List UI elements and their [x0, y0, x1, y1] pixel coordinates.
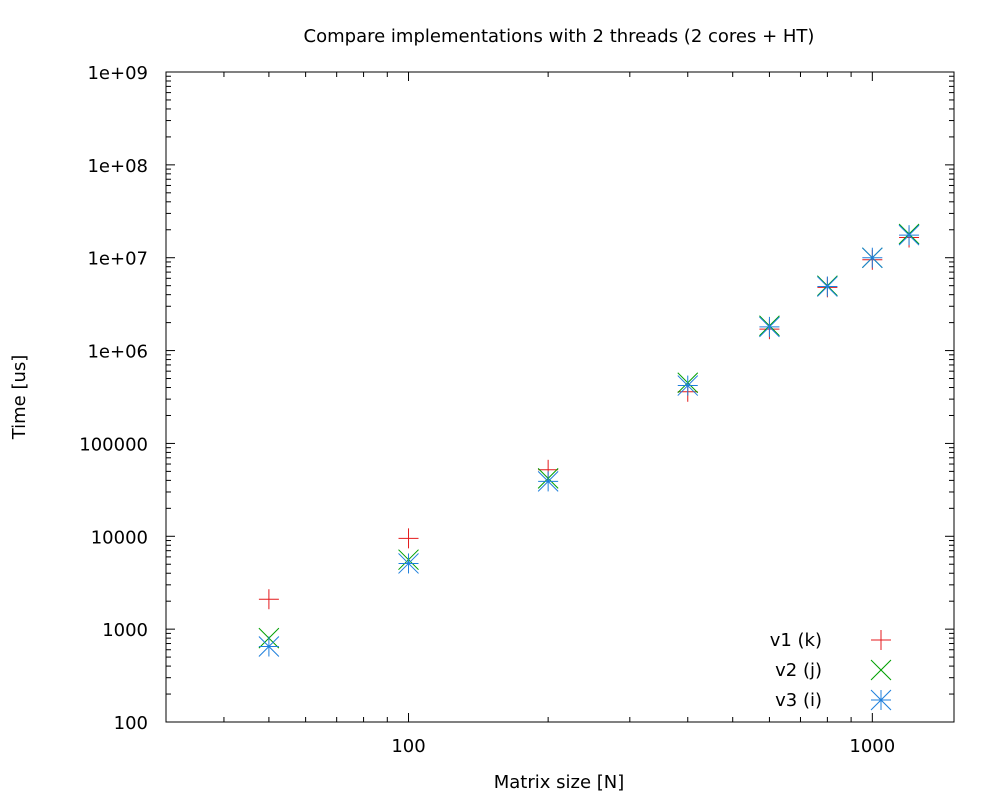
legend-label-series-3: v3 (i) — [775, 690, 822, 711]
legend-label-series-1: v1 (k) — [770, 630, 822, 651]
data-point-series-3 — [817, 276, 838, 297]
data-point-series-3 — [898, 224, 920, 246]
x-tick-label: 1000 — [849, 736, 895, 757]
data-point-series-1 — [398, 528, 419, 549]
legend-label-series-2: v2 (j) — [775, 660, 822, 681]
data-point-series-3 — [258, 636, 280, 657]
x-axis-title: Matrix size [N] — [494, 772, 625, 793]
y-tick-label: 1000 — [102, 620, 148, 641]
y-tick-label: 10000 — [91, 527, 148, 548]
data-point-series-3 — [861, 247, 883, 269]
data-point-series-3 — [537, 471, 559, 492]
y-tick-label: 1e+06 — [87, 342, 148, 363]
legend-marker-series-2 — [870, 659, 892, 681]
y-tick-label: 1e+09 — [87, 63, 148, 84]
chart-title: Compare implementations with 2 threads (… — [304, 26, 815, 47]
legend-marker-series-1 — [871, 630, 891, 650]
plot-area: 100 1000 10000 100000 1e+06 1e+07 1e+08 1e+09 10… — [79, 63, 955, 757]
x-tick-label: 100 — [391, 736, 425, 757]
data-point-series-3 — [677, 375, 699, 396]
y-tick-label: 100 — [114, 713, 148, 734]
y-tick-label: 1e+07 — [87, 249, 148, 270]
plot-frame — [165, 71, 955, 723]
y-tick-label: 100000 — [79, 434, 148, 455]
data-point-series-1 — [258, 589, 279, 610]
data-point-series-3 — [398, 553, 419, 574]
legend-marker-series-3 — [870, 689, 892, 711]
y-tick-label: 1e+08 — [87, 156, 148, 177]
y-axis-title: Time [us] — [9, 355, 30, 441]
data-point-series-3 — [759, 316, 780, 338]
